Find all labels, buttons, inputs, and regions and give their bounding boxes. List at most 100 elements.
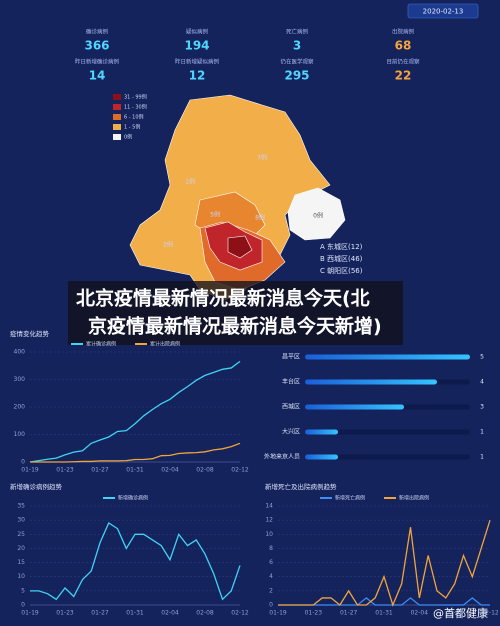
x-tick-label: 02-08 (196, 610, 214, 617)
x-tick-label: 02-12 (231, 467, 249, 474)
stat-label: 昨日新增疑似病例 (175, 58, 220, 66)
legend-label: 累计确诊病例 (86, 341, 116, 348)
x-tick-label: 01-27 (91, 610, 109, 617)
category-label: 西城区 (282, 404, 300, 411)
legend-swatch (113, 104, 121, 110)
x-tick-label: 02-04 (411, 610, 429, 617)
series-line (278, 519, 491, 607)
y-tick-label: 5 (21, 587, 25, 594)
bar (305, 354, 470, 360)
stat-value: 194 (184, 39, 209, 53)
stat-label: 死亡病例 (286, 28, 309, 36)
caption: 北京疫情最新情况最新消息今天(北 (76, 287, 370, 310)
district-item: A 东城区(12) (320, 242, 363, 251)
stat-value: 14 (89, 69, 106, 83)
x-tick-label: 01-23 (56, 467, 74, 474)
y-tick-label: 2 (269, 587, 273, 594)
series-line (30, 522, 241, 601)
stat-value: 3 (293, 39, 301, 53)
x-tick-label: 01-23 (305, 610, 323, 617)
stat-label: 疑似病例 (186, 28, 209, 36)
watermark: @首都健康 (433, 606, 488, 620)
category-label: 昌平区 (282, 354, 300, 361)
map-label: 8例 (255, 214, 265, 222)
stat-value: 12 (189, 69, 206, 83)
chart-title: 新增确诊病例趋势 (10, 482, 63, 491)
x-tick-label: 01-27 (340, 610, 358, 617)
bar-track (305, 429, 470, 435)
legend-swatch (113, 94, 121, 100)
chart-title: 疫情变化趋势 (10, 329, 50, 338)
y-tick-label: 20 (17, 545, 25, 552)
legend-label: 新增死亡病例 (335, 495, 365, 502)
legend-label: 6 - 10例 (124, 114, 144, 121)
district-item: C 朝阳区(56) (320, 266, 363, 275)
x-tick-label: 02-08 (446, 610, 464, 617)
legend-label: 1 - 5例 (124, 124, 140, 131)
legend-swatch (113, 124, 121, 130)
x-tick-label: 02-12 (231, 610, 249, 617)
legend-label: 新增确诊病例 (118, 495, 148, 502)
x-tick-label: 02-04 (161, 610, 179, 617)
y-tick-label: 15 (17, 559, 25, 566)
value-label: 1 (480, 454, 484, 461)
y-tick-label: 100 (14, 431, 26, 438)
series-line (30, 442, 241, 463)
stat-value: 68 (395, 39, 412, 53)
x-tick-label: 02-08 (196, 467, 214, 474)
legend-label: 新增出院病例 (399, 495, 429, 502)
legend-label: 累计出院病例 (150, 341, 180, 348)
y-tick-label: 300 (14, 376, 26, 383)
map-label: 1例 (185, 178, 195, 186)
map-label: 7例 (257, 154, 267, 162)
x-tick-label: 01-31 (126, 467, 144, 474)
stat-label: 目前仍在观察 (386, 58, 420, 66)
bar-track (305, 454, 470, 460)
legend-label: 31 - 99例 (124, 94, 147, 101)
y-tick-label: 12 (265, 517, 273, 524)
stat-label: 仍在医学观察 (280, 58, 314, 66)
value-label: 1 (480, 429, 484, 436)
series-line (29, 360, 241, 463)
stat-value: 295 (284, 69, 309, 83)
bar (305, 404, 404, 410)
x-tick-label: 02-04 (161, 467, 179, 474)
district-item: B 西城区(46) (320, 255, 363, 263)
stat-label: 昨日新增确诊病例 (75, 58, 120, 66)
bar (305, 454, 338, 460)
value-label: 5 (480, 354, 484, 361)
x-tick-label: 01-19 (269, 610, 287, 617)
y-tick-label: 0 (21, 602, 25, 609)
x-tick-label: 01-27 (91, 467, 109, 474)
caption-box (68, 281, 403, 345)
y-tick-label: 0 (269, 602, 273, 609)
x-tick-label: 02-12 (481, 610, 499, 617)
value-label: 3 (480, 404, 484, 411)
map-label: 0例 (313, 212, 323, 220)
y-tick-label: 25 (17, 531, 25, 538)
y-tick-label: 0 (21, 459, 25, 466)
y-tick-label: 30 (17, 517, 25, 524)
y-tick-label: 6 (269, 559, 273, 566)
category-label: 大兴区 (282, 428, 300, 436)
chart-title: 新增死亡及出院病例趋势 (265, 482, 337, 491)
bar (305, 379, 437, 385)
y-tick-label: 8 (269, 545, 273, 552)
map-region (287, 187, 346, 241)
legend-swatch (113, 134, 121, 140)
x-tick-label: 01-31 (126, 610, 144, 617)
x-tick-label: 01-19 (21, 610, 39, 617)
y-tick-label: 10 (265, 531, 273, 538)
x-tick-label: 01-23 (56, 610, 74, 617)
legend-swatch (113, 114, 121, 120)
stat-value: 22 (395, 69, 412, 83)
x-tick-label: 01-31 (375, 610, 393, 617)
date: 2020-02-13 (423, 8, 464, 16)
stat-value: 366 (84, 39, 109, 53)
stat-label: 出院病例 (392, 28, 415, 36)
stat-label: 确诊病例 (86, 28, 109, 36)
value-label: 4 (480, 379, 484, 386)
x-tick-label: 01-19 (21, 467, 39, 474)
legend-label: 0例 (124, 134, 132, 141)
